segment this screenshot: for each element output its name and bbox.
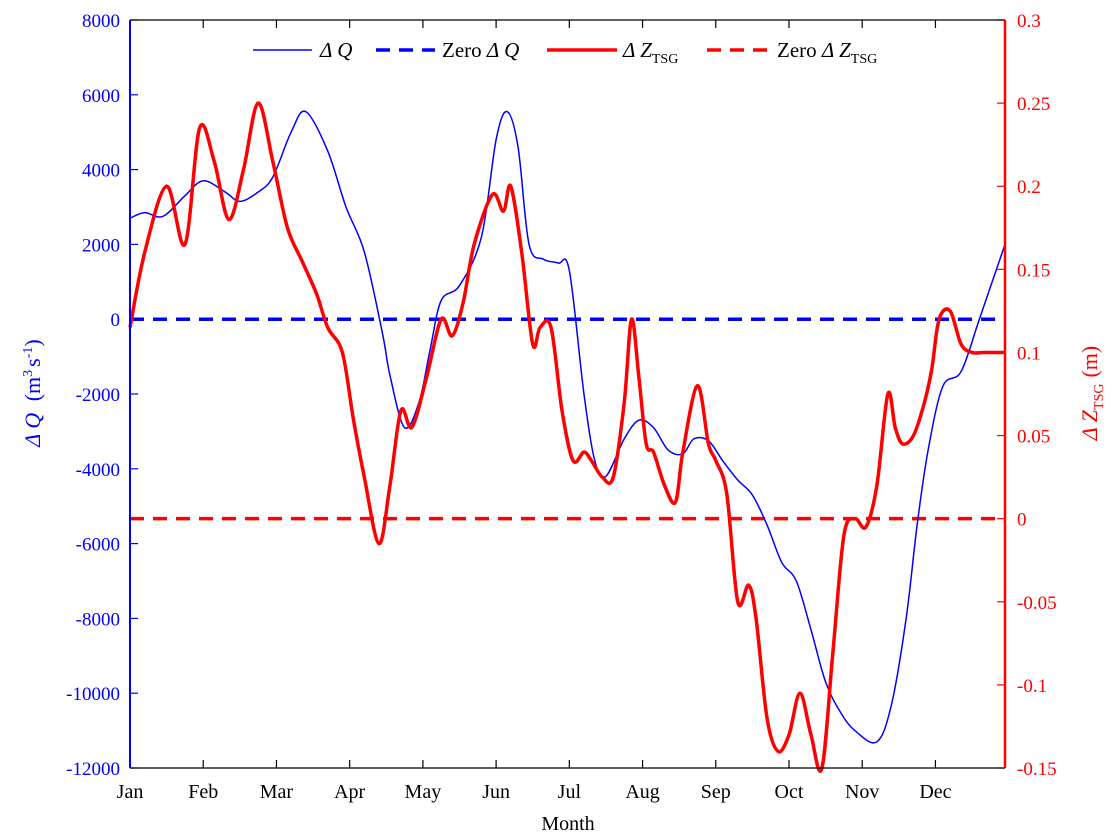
x-tick-label: Oct xyxy=(775,781,804,803)
x-tick-label: Jun xyxy=(482,781,510,803)
right-tick-label: 0 xyxy=(1017,510,1027,531)
right-tick-label: 0.1 xyxy=(1017,343,1041,364)
x-tick-label: Dec xyxy=(919,781,951,803)
right-tick-label: -0.15 xyxy=(1017,759,1057,780)
right-tick-label: -0.05 xyxy=(1017,593,1057,614)
x-tick-label: May xyxy=(405,781,442,803)
dq-series-line xyxy=(129,110,1006,744)
x-tick-label: Jan xyxy=(117,781,144,803)
left-tick-label: 4000 xyxy=(82,161,120,182)
legend-label: Zero Δ Q xyxy=(442,38,519,62)
left-tick-label: -2000 xyxy=(76,385,120,406)
left-tick-label: -4000 xyxy=(76,460,120,481)
dz-series-line xyxy=(128,101,1006,773)
left-tick-label: 8000 xyxy=(82,11,120,32)
legend-label: Δ ZTSG xyxy=(622,38,678,67)
left-tick-label: 2000 xyxy=(82,235,120,256)
left-tick-label: 6000 xyxy=(82,86,120,107)
x-tick-label: Nov xyxy=(845,781,879,803)
right-tick-label: 0.2 xyxy=(1017,177,1041,198)
left-tick-label: -6000 xyxy=(76,535,120,556)
right-axis-label: Δ ZTSG(m) xyxy=(1077,346,1107,441)
right-tick-label: 0.15 xyxy=(1017,260,1050,281)
x-tick-label: Feb xyxy=(188,781,218,803)
right-tick-label: 0.25 xyxy=(1017,94,1050,115)
x-tick-label: Jul xyxy=(558,781,582,803)
left-axis-label: Δ Q (m3s-1) xyxy=(20,339,45,447)
right-tick-label: -0.1 xyxy=(1017,676,1047,697)
right-tick-label: 0.05 xyxy=(1017,427,1050,448)
x-tick-label: Aug xyxy=(625,781,659,803)
right-axis-ticks: 0.3 0.25 0.2 0.15 0.1 0.05 0 -0.05 -0.1 -0.15 xyxy=(997,11,1057,780)
zero-reference-lines xyxy=(130,317,1005,521)
left-tick-label: 0 xyxy=(111,310,121,331)
left-tick-label: -12000 xyxy=(66,759,120,780)
axes-frame xyxy=(129,19,1007,769)
legend-label: Zero Δ ZTSG xyxy=(777,38,877,67)
x-tick-label: Sep xyxy=(701,781,731,803)
legend-label: Δ Q xyxy=(319,38,352,62)
x-axis-ticks: Jan Feb Mar Apr May Jun Jul Aug Sep Oct Nov Dec xyxy=(117,20,952,803)
x-tick-label: Mar xyxy=(260,781,294,803)
left-axis-ticks: 8000 6000 4000 2000 0 -2000 -4000 -6000 -8000 -10… xyxy=(66,11,138,780)
x-tick-label: Apr xyxy=(334,781,365,803)
series-lines xyxy=(128,101,1006,773)
left-tick-label: -8000 xyxy=(76,609,120,630)
x-axis-label: Month xyxy=(541,813,594,835)
left-tick-label: -10000 xyxy=(66,684,120,705)
legend: Δ Q Zero Δ Q Δ ZTSG Zero Δ ZTSG xyxy=(253,38,877,67)
right-tick-label: 0.3 xyxy=(1017,11,1041,32)
